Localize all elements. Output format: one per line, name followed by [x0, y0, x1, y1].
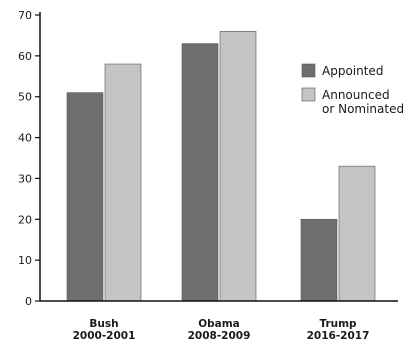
bar-announced-or-nominated-obama	[219, 31, 257, 302]
bar-announced-or-nominated-bush	[104, 63, 142, 302]
y-tick-label: 70	[18, 9, 32, 22]
legend-swatch-appointed	[301, 63, 316, 78]
x-category-label: Bush 2000-2001	[73, 318, 136, 342]
legend-label-announced-or-nominated: Announced or Nominated	[322, 88, 403, 116]
y-tick-label: 60	[18, 50, 32, 63]
bar-announced-or-nominated-trump	[338, 165, 376, 302]
y-tick-label: 0	[25, 295, 32, 308]
legend: Appointed Announced or Nominated	[301, 63, 403, 116]
bar-appointed-obama	[181, 43, 219, 302]
x-category-label: Obama 2008-2009	[188, 318, 251, 342]
bars	[66, 31, 376, 302]
y-tick-label: 30	[18, 172, 32, 185]
x-category-label: Trump 2016-2017	[307, 318, 370, 342]
x-axis: Bush 2000-2001 Obama 2008-2009 Trump 2016-201…	[40, 300, 398, 342]
legend-swatch-announced-or-nominated	[301, 87, 316, 102]
y-tick-label: 10	[18, 254, 32, 267]
bar-appointed-bush	[66, 92, 104, 302]
y-tick-label: 20	[18, 213, 32, 226]
y-tick-label: 40	[18, 132, 32, 145]
bar-appointed-trump	[300, 218, 338, 302]
y-tick-label: 50	[18, 91, 32, 104]
y-axis: 0 10 20 30 40 50 60 70	[18, 9, 41, 308]
legend-label-appointed: Appointed	[322, 64, 383, 78]
